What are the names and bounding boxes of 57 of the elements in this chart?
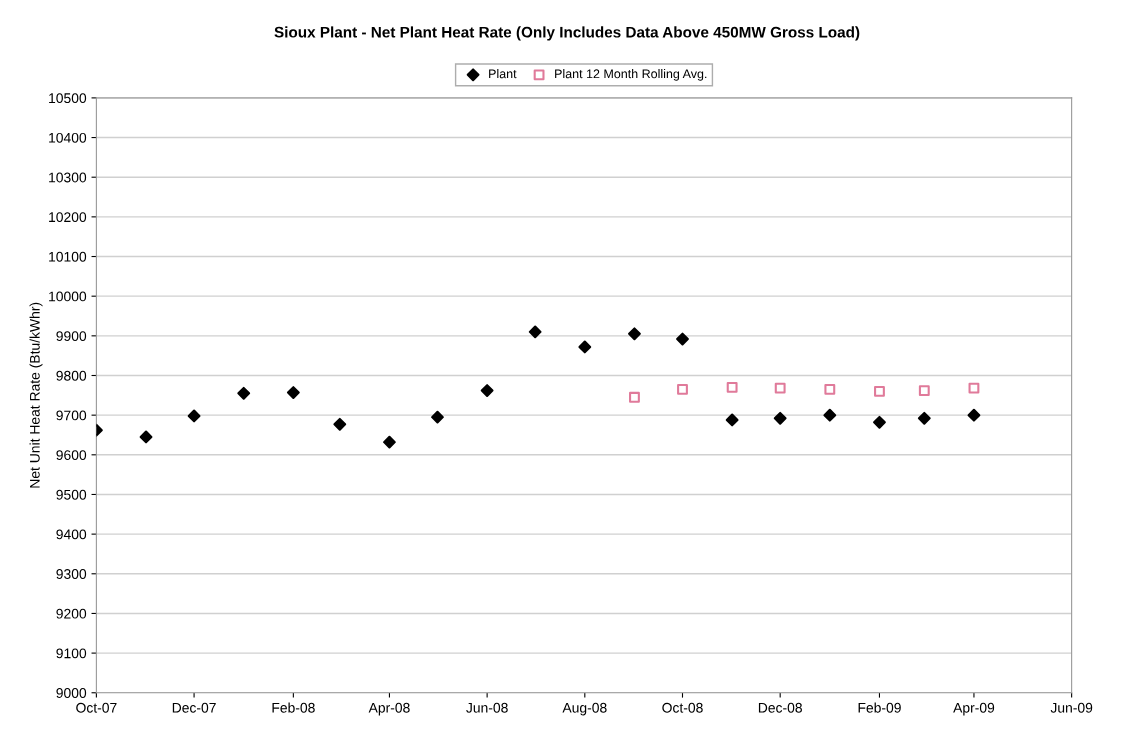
x-tick-label: Dec-07 (172, 702, 216, 713)
y-tick-label: 9300 (56, 569, 87, 579)
y-tick-label: 9800 (56, 370, 87, 381)
y-tick-label: 10400 (49, 132, 87, 143)
y-tick-label: 9700 (56, 410, 87, 421)
point (629, 391, 640, 403)
chart-title: Sioux Plant - Net Plant Heat Rate (Only Includes Data Above 450MW Gross Load) (274, 26, 860, 41)
point (578, 340, 592, 354)
y-tick-label: 9500 (56, 489, 87, 500)
x-tick-label: Jun-08 (466, 702, 508, 713)
point (628, 327, 641, 341)
y-tick-label: 9400 (56, 529, 87, 540)
point (726, 381, 738, 393)
point (286, 386, 300, 399)
point (676, 332, 689, 346)
y-tick-label: 10300 (49, 172, 87, 183)
point (431, 410, 444, 424)
point (917, 411, 931, 425)
x-tick-label: Dec-08 (758, 702, 802, 713)
point (139, 430, 153, 444)
point (480, 384, 494, 397)
legend-label: Plant 12 Month Rolling Avg. (555, 69, 707, 81)
point (383, 435, 396, 449)
y-tick-label: 9900 (56, 331, 87, 342)
y-tick-label: 9200 (56, 608, 87, 619)
x-tick-label: Jun-09 (1050, 702, 1093, 713)
x-tick-label: Aug-08 (562, 702, 607, 716)
y-tick-label: 10100 (49, 251, 87, 262)
y-tick-label: 9000 (56, 688, 87, 698)
point (528, 325, 542, 339)
y-axis-title: Net Unit Heat Rate (Btu/kWhr) (29, 302, 43, 488)
legend-label: Plant (489, 69, 517, 79)
x-tick-label: Apr-09 (953, 702, 995, 716)
point (774, 382, 786, 394)
x-tick-label: Apr-08 (368, 702, 410, 716)
point (874, 385, 885, 397)
point (677, 383, 688, 395)
y-tick-label: 9100 (56, 648, 87, 659)
y-tick-label: 9600 (56, 450, 87, 460)
point (918, 385, 930, 396)
y-tick-label: 10500 (49, 93, 87, 104)
point (823, 408, 837, 422)
point (873, 415, 886, 429)
point (725, 413, 739, 427)
point (824, 383, 836, 395)
point (967, 408, 981, 422)
y-tick-label: 10200 (49, 212, 87, 223)
point (773, 411, 787, 425)
x-tick-label: Oct-07 (76, 702, 117, 713)
point (968, 382, 980, 394)
point (333, 417, 347, 431)
y-tick-label: 10000 (49, 291, 87, 302)
x-tick-label: Feb-08 (272, 702, 315, 713)
point (237, 386, 251, 400)
x-tick-label: Feb-09 (858, 702, 901, 713)
point (187, 409, 201, 423)
x-tick-label: Oct-08 (662, 702, 703, 713)
